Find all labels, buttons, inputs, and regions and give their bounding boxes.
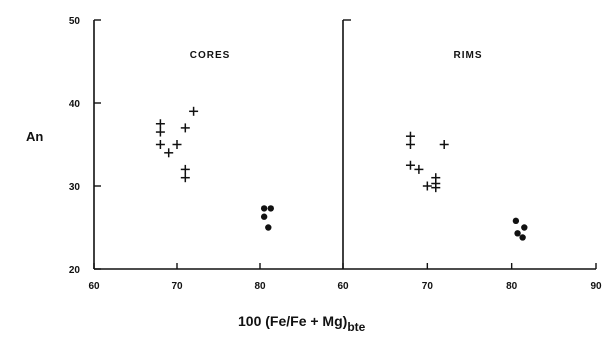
plus-point <box>405 131 415 141</box>
plus-point <box>164 148 174 158</box>
dot-point <box>267 205 274 212</box>
y-tick-label: 20 <box>69 265 81 276</box>
plus-point <box>155 119 165 129</box>
panel-title: RIMS <box>454 50 483 61</box>
axes-layer: 20 30 40 50 60 70 80 CORES 60 70 80 90 RIMS <box>69 16 602 292</box>
plus-point <box>172 140 182 149</box>
plus-point <box>414 164 424 174</box>
y-tick-label: 40 <box>69 99 81 110</box>
y-axis-label: An <box>26 129 43 144</box>
x-axis-label-subscript: bte <box>347 320 365 334</box>
dot-point <box>512 217 520 225</box>
x-axis-label-main: 100 (Fe/Fe + Mg) <box>238 313 347 329</box>
marks-layer <box>155 106 528 241</box>
plus-point <box>189 106 199 116</box>
dot-point <box>519 234 526 241</box>
plus-point <box>405 140 415 149</box>
plus-point <box>405 160 415 170</box>
plus-point <box>180 123 190 133</box>
x-tick-label: 80 <box>254 281 266 292</box>
x-tick-label: 70 <box>171 281 183 292</box>
plus-point <box>180 164 190 174</box>
x-tick-label: 60 <box>88 281 100 292</box>
plus-point <box>155 127 165 137</box>
plus-point <box>439 140 449 149</box>
x-tick-label: 80 <box>506 281 518 292</box>
dot-point <box>514 230 521 237</box>
x-tick-label: 90 <box>590 281 602 292</box>
dot-point <box>260 205 268 212</box>
dot-point <box>265 224 272 231</box>
y-tick-label: 30 <box>69 182 81 193</box>
plus-point <box>155 140 165 149</box>
dot-point <box>521 224 528 231</box>
panel-title: CORES <box>190 50 231 61</box>
plus-point <box>180 173 190 183</box>
plus-point <box>431 183 441 193</box>
y-tick-label: 50 <box>69 16 81 27</box>
x-axis-label: 100 (Fe/Fe + Mg)bte <box>238 313 366 334</box>
plus-point <box>422 181 432 191</box>
x-tick-label: 60 <box>337 281 349 292</box>
dot-point <box>260 213 268 220</box>
x-tick-label: 70 <box>422 281 434 292</box>
